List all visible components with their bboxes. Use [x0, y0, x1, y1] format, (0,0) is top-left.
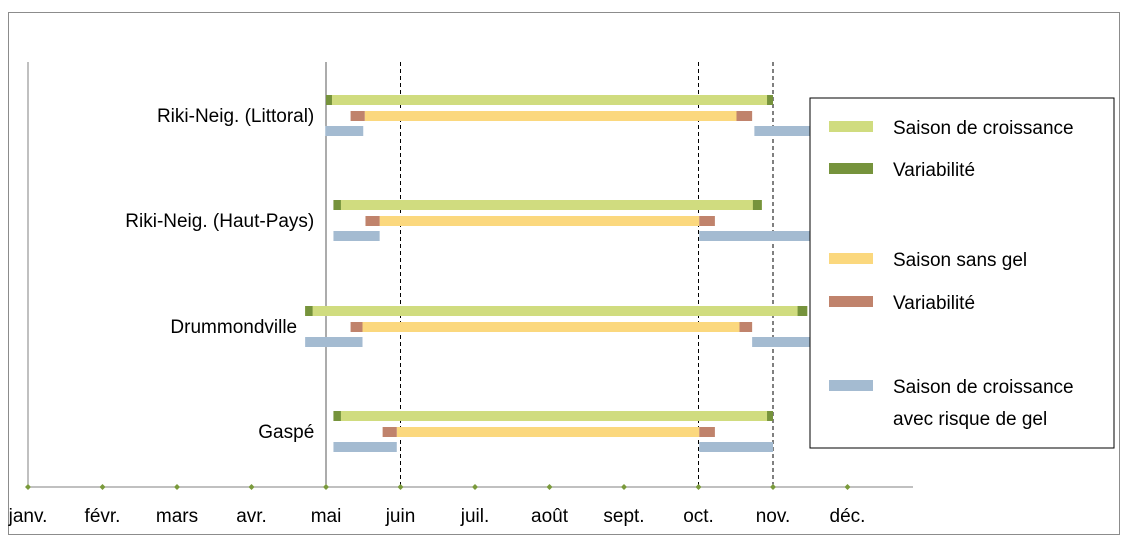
- station-labels: Riki-Neig. (Littoral) Riki-Neig. (Haut-Pa…: [125, 106, 314, 443]
- frost-free-variability-start: [350, 111, 365, 121]
- legend-swatch: [829, 163, 873, 174]
- tick-mark: [174, 484, 180, 490]
- growing-season-bar: [333, 200, 762, 210]
- station-label: Drummondville: [170, 317, 297, 338]
- tick-label: juil.: [460, 506, 490, 527]
- frost-free-season-bar: [396, 427, 700, 437]
- legend-label: Variabilité: [893, 160, 975, 181]
- tick-label: mars: [156, 506, 198, 527]
- frost-free-variability-start: [382, 427, 397, 437]
- growing-season-bar: [333, 411, 773, 421]
- tick-mark: [546, 484, 553, 490]
- tick-label: nov.: [756, 506, 791, 527]
- growing-variability-start: [333, 200, 341, 210]
- station-label: Riki-Neig. (Haut-Pays): [125, 211, 314, 232]
- tick-mark: [770, 484, 776, 490]
- legend-label-line2: avec risque de gel: [893, 409, 1047, 430]
- legend-box: [809, 97, 1115, 449]
- legend: Saison de croissance Variabilité Saison sa…: [809, 97, 1115, 449]
- legend-swatch: [829, 253, 873, 264]
- frost-free-season-bar: [362, 322, 740, 332]
- frost-free-variability-end: [699, 216, 715, 226]
- tick-label: janv.: [8, 506, 48, 527]
- tick-mark: [248, 484, 255, 490]
- frost-free-season-bar: [364, 111, 737, 121]
- growing-variability-end: [752, 200, 762, 210]
- frost-free-variability-end: [736, 111, 753, 121]
- legend-label: Saison sans gel: [893, 250, 1027, 271]
- legend-swatch: [829, 296, 873, 307]
- growing-variability-start: [305, 306, 313, 316]
- legend-swatch: [829, 380, 873, 391]
- frost-risk-bar: [305, 337, 363, 347]
- frost-risk-bar: [333, 231, 380, 241]
- growing-variability-start: [333, 411, 341, 421]
- tick-mark: [621, 484, 627, 490]
- tick-label: sept.: [603, 506, 644, 527]
- legend-label: Saison de croissance: [893, 377, 1074, 398]
- tick-mark: [323, 484, 329, 490]
- station-label: Gaspé: [258, 422, 314, 443]
- growing-variability-end: [767, 411, 773, 421]
- growing-variability-start: [326, 95, 332, 105]
- legend-label: Saison de croissance: [893, 118, 1074, 139]
- frost-risk-bar: [754, 126, 818, 136]
- tick-label: juin: [385, 506, 416, 527]
- tick-mark: [844, 484, 851, 490]
- frost-free-variability-start: [350, 322, 363, 332]
- legend-swatch: [829, 121, 873, 132]
- tick-mark: [25, 484, 31, 490]
- frost-risk-bar: [699, 442, 773, 452]
- tick-mark: [397, 484, 404, 490]
- legend-label: Variabilité: [893, 293, 975, 314]
- tick-label: avr.: [236, 506, 267, 527]
- station-bars: [305, 95, 831, 452]
- tick-label: mai: [311, 506, 342, 527]
- frost-free-variability-start: [365, 216, 380, 226]
- tick-label: août: [531, 506, 569, 527]
- tick-label: déc.: [830, 506, 866, 527]
- tick-label: oct.: [683, 506, 714, 527]
- tick-label: févr.: [85, 506, 121, 527]
- tick-mark: [695, 484, 702, 490]
- frost-free-season-bar: [379, 216, 700, 226]
- growing-variability-end: [797, 306, 808, 316]
- frost-risk-bar: [333, 442, 397, 452]
- tick-mark: [99, 484, 106, 490]
- station-label: Riki-Neig. (Littoral): [157, 106, 314, 127]
- frost-free-variability-end: [739, 322, 753, 332]
- growing-variability-end: [767, 95, 773, 105]
- frost-risk-bar: [699, 231, 812, 241]
- frost-risk-bar: [325, 126, 364, 136]
- growing-season-bar: [326, 95, 773, 105]
- tick-mark: [472, 484, 478, 490]
- frost-free-variability-end: [699, 427, 715, 437]
- frost-risk-bar: [752, 337, 831, 347]
- x-axis: janv. févr. mars avr. mai juin juil. août sept. o…: [8, 62, 913, 527]
- growing-season-bar: [305, 306, 808, 316]
